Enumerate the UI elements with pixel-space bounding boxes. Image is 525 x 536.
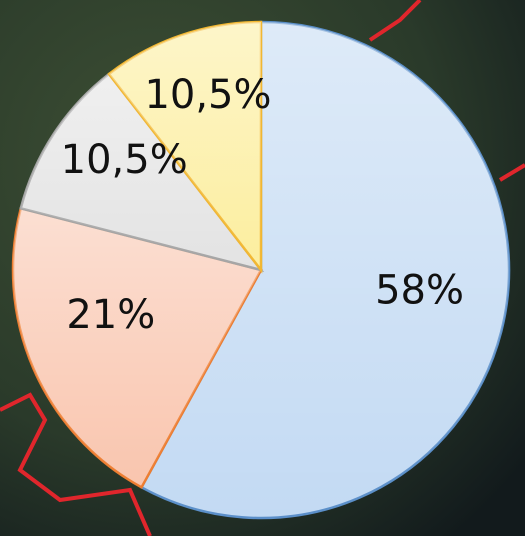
data-label: 10,5% bbox=[61, 137, 188, 183]
slice-shade bbox=[20, 74, 261, 270]
map-border bbox=[498, 163, 525, 182]
data-label: 58% bbox=[375, 268, 464, 314]
pie: 58% 21% 10,5% 10,5% bbox=[11, 20, 511, 520]
slice-shade bbox=[141, 22, 509, 518]
map-border bbox=[0, 392, 152, 536]
slice-shade bbox=[13, 208, 261, 488]
slice-shade bbox=[108, 22, 261, 270]
data-label: 10,5% bbox=[144, 72, 271, 118]
data-label: 21% bbox=[66, 292, 155, 338]
map-border bbox=[368, 0, 422, 42]
